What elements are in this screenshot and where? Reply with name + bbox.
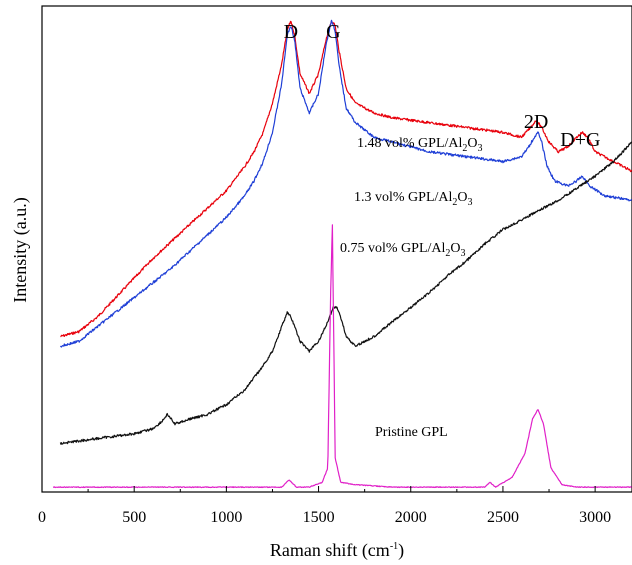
x-axis-label-sup: -1 [390, 541, 398, 552]
x-tick-label: 0 [38, 509, 46, 526]
series-label-magenta: Pristine GPL [375, 425, 448, 440]
x-tick-label: 1500 [303, 509, 335, 526]
peak-label: D [284, 21, 298, 43]
peak-label: G [326, 21, 340, 43]
peak-label: D+G [560, 129, 600, 151]
x-tick-label: 2500 [487, 509, 519, 526]
series-label-black: 0.75 vol% GPL/Al2O3 [340, 241, 466, 259]
x-axis-label-close: ) [398, 540, 404, 561]
x-axis-label-main: Raman shift (cm [270, 540, 390, 561]
plot-area: 0 500 1000 1500 2000 2500 3000 [38, 5, 632, 526]
series-label-red: 1.48 vol% GPL/Al2O3 [357, 136, 483, 154]
x-tick-label: 1000 [210, 509, 242, 526]
series-line-1 [59, 19, 632, 348]
x-tick-label: 500 [122, 509, 146, 526]
series-label-blue: 1.3 vol% GPL/Al2O3 [354, 190, 473, 208]
peak-label: 2D [524, 111, 548, 133]
series-line-3 [52, 224, 632, 489]
x-axis-label: Raman shift (cm-1) [270, 540, 404, 561]
peak-labels: D G 2D D+G [284, 21, 601, 151]
plot-frame [41, 5, 632, 493]
series-line-2 [59, 141, 632, 445]
x-axis: 0 500 1000 1500 2000 2500 3000 [38, 486, 611, 526]
series-line-0 [60, 20, 632, 338]
x-tick-label: 3000 [579, 509, 611, 526]
x-tick-label: 2000 [395, 509, 427, 526]
series-layer [52, 19, 632, 489]
y-axis-label: Intensity (a.u.) [10, 197, 31, 302]
